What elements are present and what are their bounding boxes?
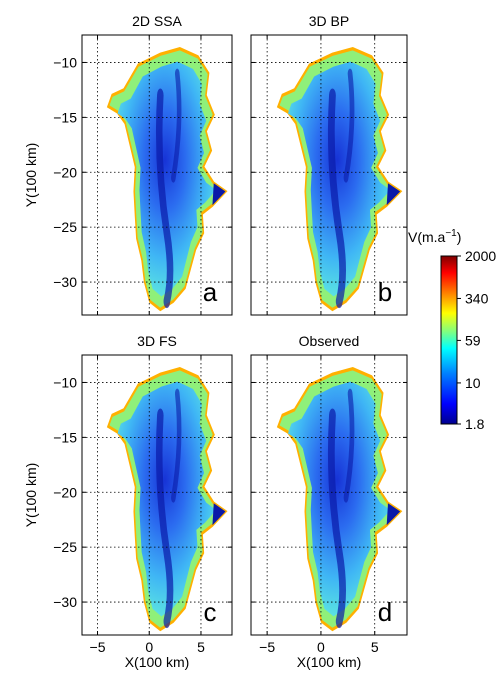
y-tick-label: −15 [53, 429, 77, 445]
y-tick-label: −25 [53, 539, 77, 555]
y-tick-label: −30 [53, 594, 77, 610]
ice-velocity-map [108, 49, 225, 310]
x-tick-label: 5 [371, 639, 379, 655]
x-axis-label: X(100 km) [297, 654, 362, 670]
y-tick-label: −20 [53, 484, 77, 500]
colorbar: 2000 340 59 10 1.8 V(m.a−1) [408, 228, 496, 432]
colorbar-title: V(m.a−1) [408, 228, 461, 245]
panel-letter: a [203, 277, 218, 307]
panel-b: 3D BP b [251, 13, 407, 315]
panel-letter: b [378, 277, 392, 307]
panel-letter: d [378, 597, 392, 627]
axes-frame [81, 34, 233, 316]
x-axis-label: X(100 km) [125, 654, 190, 670]
ice-velocity-map [278, 49, 400, 310]
x-tick-label: 5 [197, 639, 205, 655]
panel-d: −5 0 5 Observed d X(100 km) [251, 333, 407, 670]
panel-title: 2D SSA [132, 13, 182, 29]
panel-title: Observed [299, 333, 360, 349]
colorbar-tick-label: 2000 [465, 248, 496, 264]
y-tick-label: −25 [53, 219, 77, 235]
colorbar-tick-label: 10 [465, 375, 481, 391]
x-tick-label: −5 [90, 639, 106, 655]
colorbar-tick-label: 1.8 [465, 416, 485, 432]
y-axis-label: Y(100 km) [23, 143, 39, 208]
panel-letter: c [204, 597, 217, 627]
y-tick-label: −10 [53, 374, 77, 390]
y-tick-label: −15 [53, 109, 77, 125]
colorbar-gradient [440, 255, 458, 425]
x-tick-label: −5 [259, 639, 275, 655]
colorbar-tick-label: 340 [465, 290, 489, 306]
panel-title: 3D BP [309, 13, 349, 29]
axes-frame [250, 354, 408, 636]
ice-velocity-map [278, 369, 400, 630]
panel-a: −10 −15 −20 −25 −30 2D SSA a Y(100 km) [23, 13, 232, 315]
panel-c: −10 −15 −20 −25 −30 −5 0 5 3D FS c Y(100 km) X(100 … [23, 333, 232, 670]
y-tick-label: −20 [53, 164, 77, 180]
y-axis-label: Y(100 km) [23, 463, 39, 528]
y-tick-label: −30 [53, 274, 77, 290]
colorbar-tick-label: 59 [465, 332, 481, 348]
axes-frame [81, 354, 233, 636]
y-tick-label: −10 [53, 54, 77, 70]
axes-frame [250, 34, 408, 316]
panel-title: 3D FS [137, 333, 177, 349]
ice-velocity-map [108, 369, 225, 630]
x-tick-label: 0 [145, 639, 153, 655]
x-tick-label: 0 [317, 639, 325, 655]
